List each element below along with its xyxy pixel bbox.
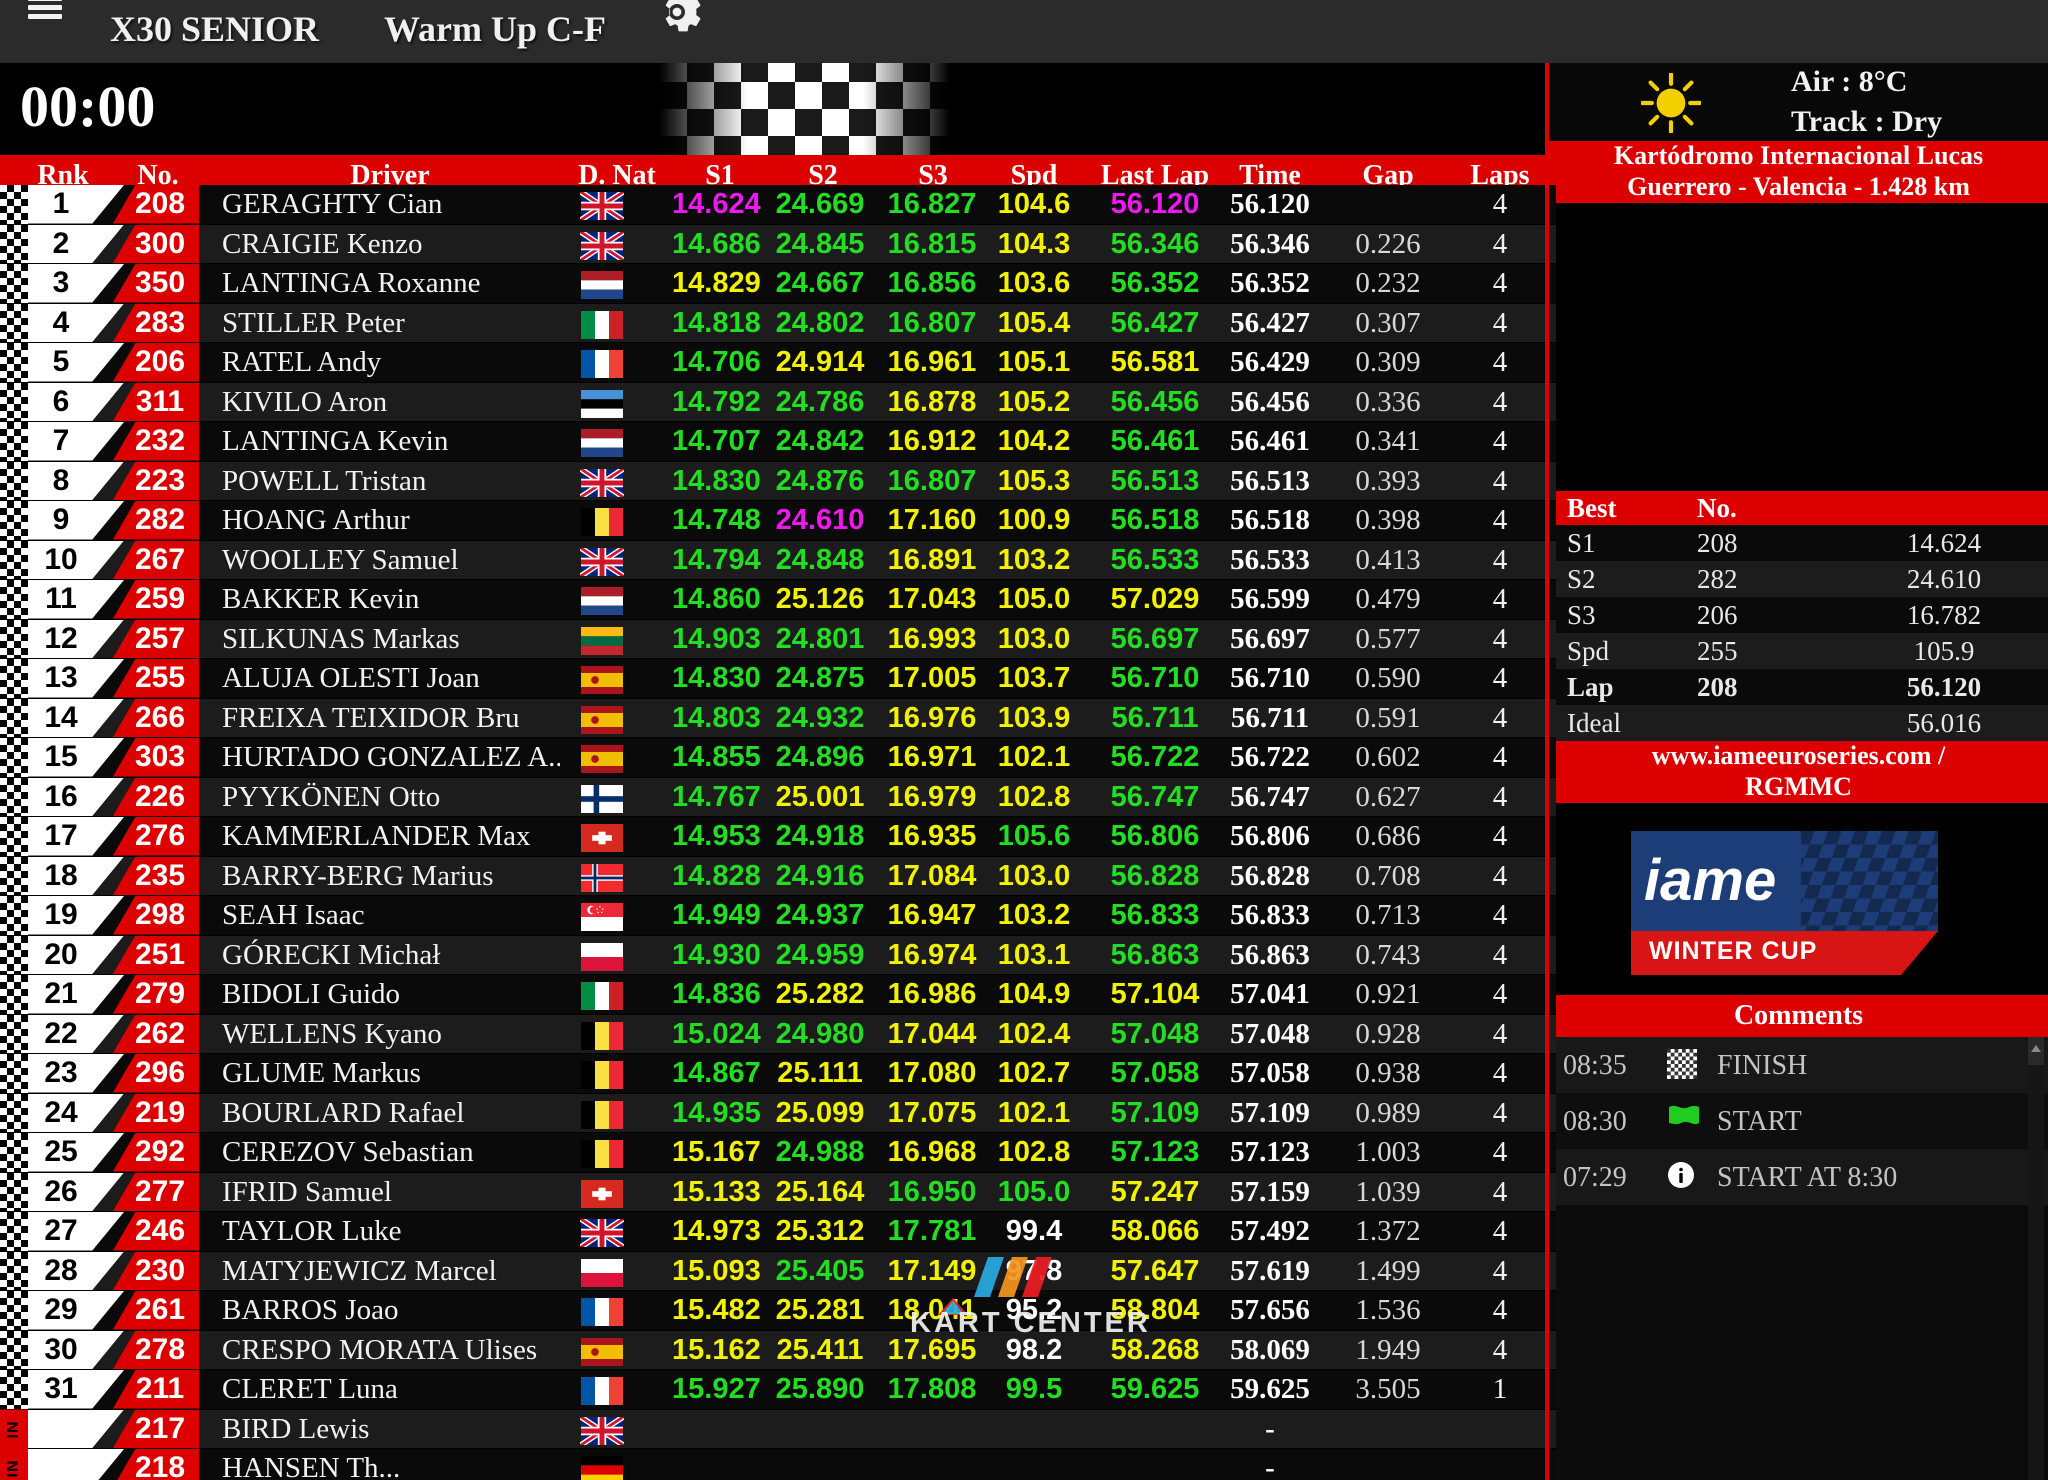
svg-text:iame: iame [1644, 848, 1776, 913]
